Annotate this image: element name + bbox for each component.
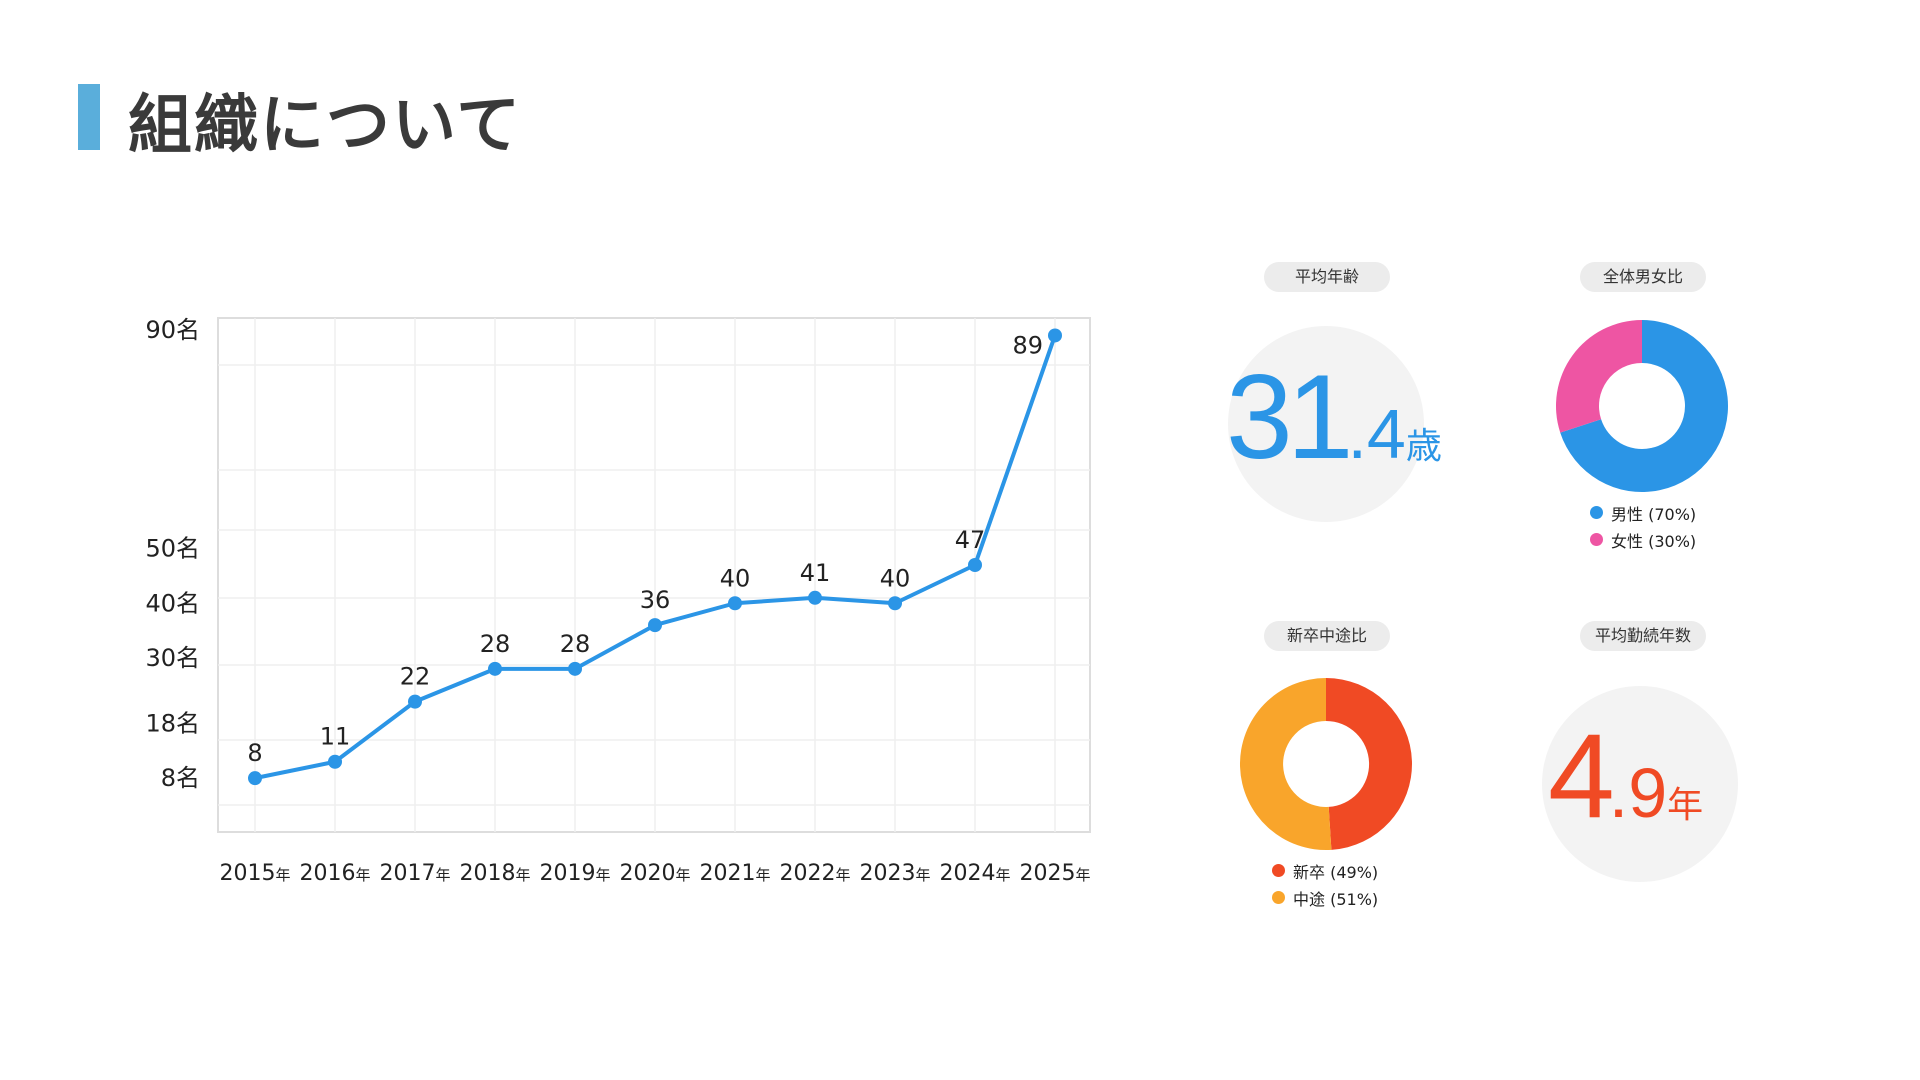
data-point <box>648 618 662 633</box>
data-label: 11 <box>320 723 351 751</box>
hire-type-label: 新卒中途比 <box>1264 621 1390 651</box>
avg-age-circle <box>1228 326 1424 522</box>
x-tick-label: 2016年 <box>299 861 370 886</box>
data-point <box>728 596 742 611</box>
x-tick-label: 2019年 <box>539 861 610 886</box>
x-tick-label: 2024年 <box>939 861 1010 886</box>
data-point <box>968 558 982 572</box>
data-label: 28 <box>560 630 591 658</box>
x-tick-label: 2017年 <box>379 861 450 886</box>
legend-label-female: 女性 (30%) <box>1611 531 1697 551</box>
avg-age-label: 平均年齢 <box>1264 262 1390 292</box>
data-label: 47 <box>955 526 986 554</box>
y-tick-label: 90名 <box>145 316 200 344</box>
plot-frame <box>217 317 1091 833</box>
donut-slice <box>1560 320 1728 492</box>
avg-age-dec: .4 <box>1347 395 1406 473</box>
grid-lines <box>218 318 1090 832</box>
data-label: 8 <box>247 739 262 767</box>
data-point <box>408 694 422 709</box>
y-tick-label: 8名 <box>161 764 200 792</box>
donut-slice <box>1239 678 1332 850</box>
y-tick-label: 40名 <box>145 589 200 617</box>
data-label: 36 <box>640 586 671 614</box>
avg-tenure-unit: 年 <box>1667 785 1704 826</box>
legend-label-mid-career: 中途 (51%) <box>1293 889 1379 909</box>
headcount-line-chart: 8名 18名 30名 40名 50名 90名 2015年 2016年 2017年 2018年 201… <box>145 316 1091 886</box>
x-tick-label: 2022年 <box>779 861 850 886</box>
data-point <box>248 771 262 786</box>
data-point <box>568 661 582 676</box>
title-accent-bar <box>78 84 100 150</box>
avg-tenure-circle <box>1542 686 1738 882</box>
donut-slice <box>1326 678 1412 850</box>
data-point <box>808 590 822 605</box>
new-grad-color-dot <box>1272 864 1285 877</box>
x-tick-label: 2015年 <box>219 861 290 886</box>
mid-career-color-dot <box>1272 891 1285 904</box>
avg-tenure-label: 平均勤続年数 <box>1580 621 1706 651</box>
x-tick-label: 2021年 <box>699 861 770 886</box>
gender-ratio-donut <box>1555 320 1728 492</box>
donut-slice <box>1555 320 1642 433</box>
legend-item-female: 女性 (30%) <box>1590 526 1696 553</box>
avg-tenure-value: 4.9年 <box>1548 707 1703 845</box>
data-label: 40 <box>720 564 751 592</box>
x-tick-label: 2023年 <box>859 861 930 886</box>
avg-tenure-dec: .9 <box>1608 754 1668 832</box>
hire-type-donut <box>1239 678 1412 850</box>
data-label: 40 <box>880 564 911 592</box>
data-point <box>328 754 342 769</box>
x-tick-label: 2018年 <box>459 861 530 886</box>
female-color-dot <box>1590 533 1603 546</box>
legend-item-new-grad: 新卒 (49%) <box>1272 857 1378 884</box>
y-tick-label: 50名 <box>145 535 200 563</box>
x-tick-label: 2020年 <box>619 861 690 886</box>
avg-tenure-int: 4 <box>1548 709 1615 843</box>
data-point <box>1048 328 1062 343</box>
avg-age-unit: 歳 <box>1405 426 1442 467</box>
page-title: 組織について <box>128 89 523 163</box>
data-point <box>888 596 902 611</box>
y-tick-label: 30名 <box>145 644 200 672</box>
y-tick-label: 18名 <box>145 709 200 737</box>
data-label: 89 <box>1012 331 1043 359</box>
avg-age-int: 31 <box>1226 350 1354 484</box>
male-color-dot <box>1590 506 1603 519</box>
data-label: 22 <box>400 663 431 691</box>
gender-legend: 男性 (70%) 女性 (30%) <box>1590 499 1696 553</box>
legend-item-mid-career: 中途 (51%) <box>1272 884 1378 911</box>
legend-label-male: 男性 (70%) <box>1611 504 1697 524</box>
data-label: 41 <box>800 559 831 587</box>
hire-type-legend: 新卒 (49%) 中途 (51%) <box>1272 857 1378 911</box>
gender-ratio-label: 全体男女比 <box>1580 262 1706 292</box>
x-tick-label: 2025年 <box>1019 861 1090 886</box>
data-label: 28 <box>480 630 511 658</box>
legend-item-male: 男性 (70%) <box>1590 499 1696 526</box>
avg-age-value: 31.4歳 <box>1226 348 1442 486</box>
legend-label-new-grad: 新卒 (49%) <box>1293 862 1379 882</box>
data-point <box>488 661 502 676</box>
